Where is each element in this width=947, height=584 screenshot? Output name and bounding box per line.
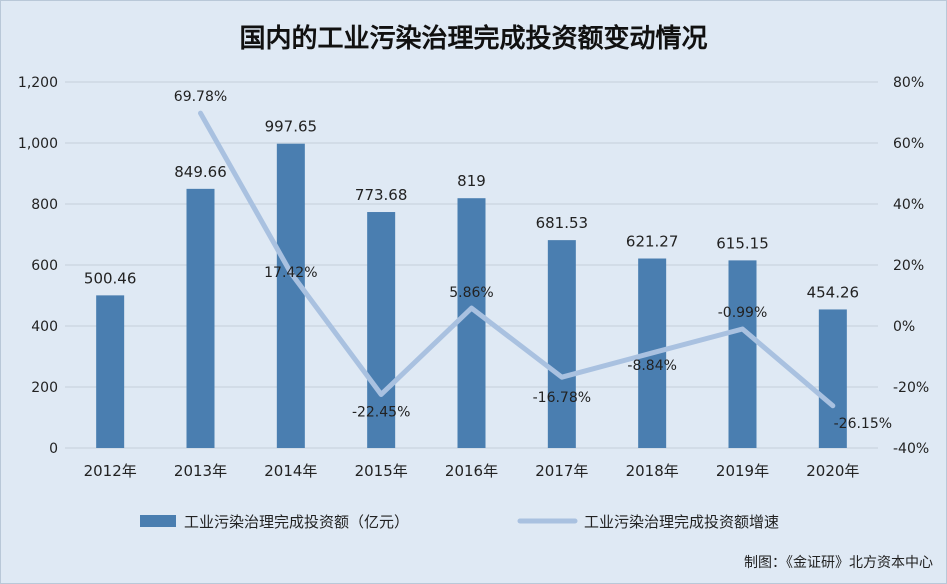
y-right-tick-label: 80%	[893, 75, 924, 91]
line-data-label: -22.45%	[352, 404, 410, 420]
y-right-tick-label: 60%	[893, 136, 924, 152]
x-tick-label: 2016年	[445, 462, 498, 480]
y-right-tick-label: -20%	[893, 380, 929, 396]
bar-data-label: 773.68	[355, 186, 408, 204]
bar-data-label: 454.26	[807, 283, 860, 301]
x-tick-label: 2012年	[84, 462, 137, 480]
bar	[96, 295, 125, 448]
y-right-tick-label: 20%	[893, 258, 924, 274]
bar	[818, 309, 847, 448]
x-tick-label: 2018年	[626, 462, 679, 480]
chart-title: 国内的工业污染治理完成投资额变动情况	[239, 24, 708, 54]
legend-bar-label: 工业污染治理完成投资额（亿元）	[184, 513, 409, 531]
bar-data-label: 849.66	[174, 163, 227, 181]
x-tick-label: 2014年	[264, 462, 317, 480]
line-data-label: -8.84%	[627, 358, 677, 374]
bar	[728, 260, 757, 448]
x-tick-label: 2017年	[535, 462, 588, 480]
x-tick-label: 2015年	[355, 462, 408, 480]
y-left-tick-label: 1,200	[18, 75, 58, 91]
y-right-tick-label: -40%	[893, 441, 929, 457]
x-tick-label: 2019年	[716, 462, 769, 480]
bar-data-label: 621.27	[626, 233, 679, 251]
y-left-tick-label: 200	[31, 380, 58, 396]
bar-data-label: 681.53	[536, 214, 589, 232]
line-data-label: -16.78%	[533, 390, 591, 406]
x-tick-label: 2020年	[806, 462, 859, 480]
growth-line	[198, 110, 836, 409]
y-left-tick-label: 1,000	[18, 136, 58, 152]
bar-data-label: 500.46	[84, 269, 137, 287]
y-left-tick-label: 800	[31, 197, 58, 213]
bar-data-label: 819	[457, 172, 486, 190]
y-left-tick-label: 0	[49, 441, 58, 457]
line-data-label: 69.78%	[174, 89, 227, 105]
legend-bar-swatch	[140, 515, 176, 527]
y-left-tick-label: 400	[31, 319, 58, 335]
y-left-tick-label: 600	[31, 258, 58, 274]
bar	[276, 143, 305, 449]
bar	[547, 240, 576, 448]
y-right-tick-label: 40%	[893, 197, 924, 213]
bar-data-label: 997.65	[265, 118, 318, 136]
line-data-label: -26.15%	[834, 416, 892, 432]
bar-data-label: 615.15	[716, 234, 769, 252]
line-data-label: 17.42%	[264, 265, 317, 281]
y-right-tick-label: 0%	[893, 319, 915, 335]
bar	[457, 198, 486, 448]
source-credit: 制图：《金证研》北方资本中心	[744, 555, 933, 571]
bar	[186, 188, 215, 448]
bar	[367, 212, 396, 448]
line-data-label: 5.86%	[449, 285, 493, 301]
legend-line-label: 工业污染治理完成投资额增速	[584, 513, 779, 531]
x-tick-label: 2013年	[174, 462, 227, 480]
line-data-label: -0.99%	[718, 305, 768, 321]
